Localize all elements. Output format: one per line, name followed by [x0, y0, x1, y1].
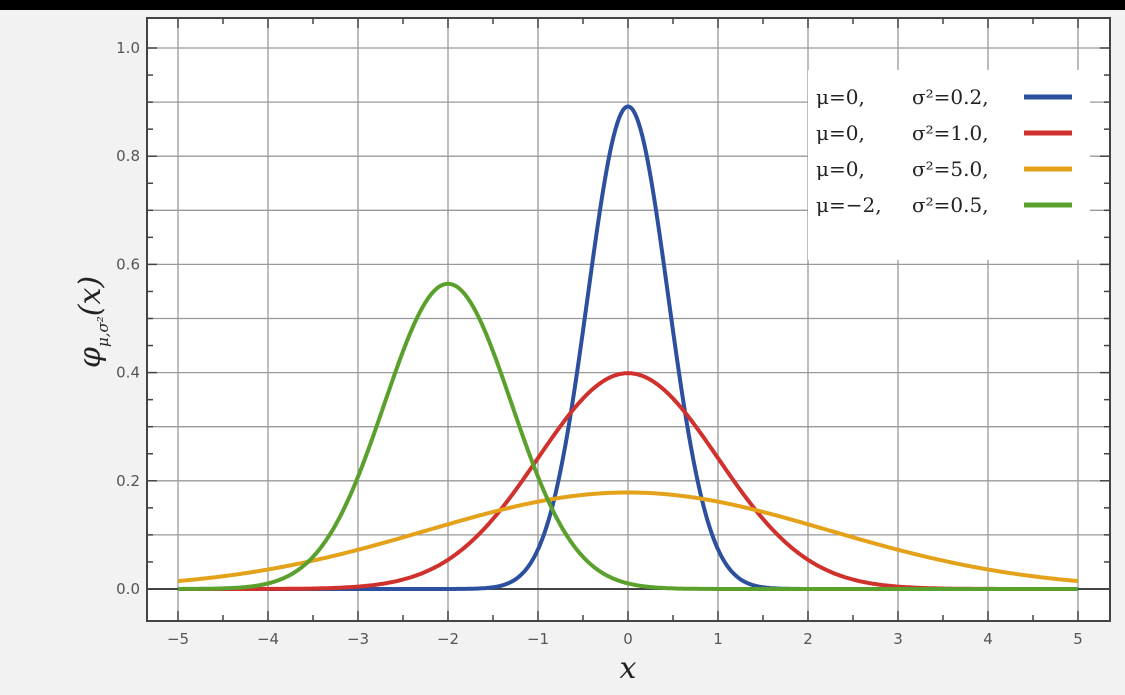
axis-ticks — [147, 18, 1110, 621]
y-tick-label: 1.0 — [116, 39, 140, 57]
x-tick-label: 0 — [623, 630, 633, 648]
legend-variance-label: σ²=0.2, — [912, 85, 989, 109]
y-tick-labels: 0.0 0.2 0.4 0.6 0.8 1.0 — [116, 39, 140, 598]
legend-mu-label: μ=0, — [816, 85, 865, 109]
x-tick-label: 1 — [713, 630, 723, 648]
y-axis-label-suffix: (x) — [73, 276, 108, 316]
legend: μ=0, σ²=0.2, μ=0, σ²=1.0, μ=0, σ²=5.0, μ=−2, σ²… — [816, 85, 1072, 217]
y-tick-label: 0.2 — [116, 472, 140, 490]
y-axis-label-main: φ — [73, 347, 108, 368]
x-tick-label: −4 — [257, 630, 279, 648]
y-axis-label-subscript: μ,σ² — [94, 316, 112, 347]
legend-mu-label: μ=0, — [816, 121, 865, 145]
x-tick-label: 5 — [1073, 630, 1083, 648]
top-bar — [0, 0, 1125, 10]
y-tick-label: 0.0 — [116, 580, 140, 598]
legend-variance-label: σ²=1.0, — [912, 121, 989, 145]
y-tick-label: 0.6 — [116, 255, 140, 273]
x-tick-label: 2 — [803, 630, 813, 648]
legend-mu-label: μ=0, — [816, 157, 865, 181]
legend-variance-label: σ²=0.5, — [912, 193, 989, 217]
x-tick-label: 3 — [893, 630, 903, 648]
y-tick-label: 0.8 — [116, 147, 140, 165]
x-axis-label: x — [620, 651, 637, 686]
svg-text:φμ,σ²(x): φμ,σ²(x) — [73, 276, 112, 368]
legend-mu-label: μ=−2, — [816, 193, 882, 217]
y-tick-label: 0.4 — [116, 364, 140, 382]
series-line — [177, 281, 1079, 591]
x-tick-label: 4 — [983, 630, 993, 648]
series-line — [177, 490, 1079, 584]
x-tick-label: −2 — [437, 630, 459, 648]
series-curves — [177, 104, 1079, 591]
x-tick-label: −5 — [167, 630, 189, 648]
x-tick-labels: −5 −4 −3 −2 −1 0 1 2 3 4 5 — [167, 630, 1083, 648]
legend-box — [808, 70, 1090, 260]
legend-variance-label: σ²=5.0, — [912, 157, 989, 181]
y-axis-label: φμ,σ²(x) — [73, 276, 112, 368]
x-tick-label: −1 — [527, 630, 549, 648]
x-tick-label: −3 — [347, 630, 369, 648]
